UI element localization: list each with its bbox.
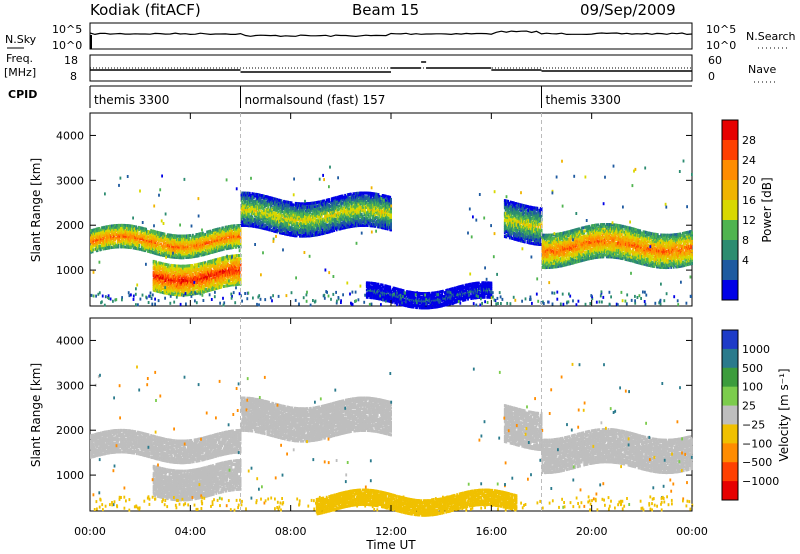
- nave-label: Nave: [748, 63, 776, 76]
- nsky-tick-top: 10^5: [52, 23, 82, 36]
- heatmap-cell: [164, 233, 166, 236]
- heatmap-cell: [173, 268, 175, 271]
- heatmap-cell: [277, 229, 279, 232]
- heatmap-cell: [266, 226, 268, 229]
- heatmap-cell: [292, 203, 294, 206]
- cpid-segment-label: normalsound (fast) 157: [245, 93, 386, 107]
- cpid-row: themis 3300 normalsound (fast) 157 themis …: [90, 86, 621, 108]
- heatmap-cell: [271, 225, 273, 228]
- heatmap-cell: [118, 244, 120, 247]
- nave-tick-bottom: 0: [708, 70, 715, 83]
- nsearch-tick-bottom: 10^0: [706, 39, 736, 52]
- heatmap-cell: [139, 248, 141, 251]
- heatmap-cell: [103, 226, 105, 229]
- heatmap-cell: [223, 285, 225, 288]
- date-title: 09/Sep/2009: [580, 1, 676, 19]
- heatmap-cell: [233, 255, 235, 258]
- nsky-line: [90, 31, 692, 36]
- heatmap-cell: [152, 251, 154, 254]
- heatmap-cell: [139, 244, 141, 247]
- heatmap-cell: [259, 194, 261, 197]
- nsky-panel: [90, 23, 692, 49]
- heatmap-cell: [99, 245, 101, 248]
- heatmap-cell: [180, 265, 182, 268]
- heatmap-cell: [190, 234, 192, 237]
- heatmap-cell: [160, 248, 162, 251]
- nave-tick-top: 60: [708, 54, 722, 67]
- heatmap-cell: [284, 215, 286, 218]
- heatmap-cell: [282, 232, 284, 235]
- heatmap-cell: [106, 225, 108, 228]
- heatmap-cell: [210, 230, 212, 233]
- heatmap-cell: [176, 235, 178, 238]
- heatmap-cell: [205, 233, 207, 236]
- heatmap-cell: [241, 201, 243, 204]
- heatmap-cell: [102, 226, 104, 229]
- freq-trace: [90, 62, 692, 72]
- heatmap-cell: [173, 293, 175, 296]
- heatmap-cell: [251, 192, 253, 195]
- heatmap-cell: [150, 229, 152, 232]
- freq-tick-top: 18: [64, 54, 78, 67]
- heatmap-cell: [238, 254, 240, 257]
- heatmap-cell: [189, 247, 191, 250]
- heatmap-cell: [93, 248, 95, 251]
- freq-tick-bottom: 8: [70, 70, 77, 83]
- heatmap-cell: [111, 246, 113, 249]
- heatmap-cell: [223, 256, 225, 259]
- freq-unit-label: [MHz]: [4, 66, 36, 79]
- freq-label: Freq.: [6, 52, 33, 65]
- heatmap-cell: [184, 265, 186, 268]
- heatmap-cell: [92, 229, 94, 232]
- cpid-label: CPID: [8, 88, 37, 101]
- nsearch-tick-top: 10^5: [706, 23, 736, 36]
- nsky-tick-bottom: 10^0: [52, 39, 82, 52]
- nsky-label: N.Sky: [5, 33, 37, 46]
- radar-figure: Kodiak (fitACF) Beam 15 09/Sep/2009 N.Sk…: [0, 0, 800, 554]
- nsky-trace: [90, 31, 692, 49]
- station-title: Kodiak (fitACF): [90, 1, 201, 19]
- nsearch-label: N.Search: [746, 30, 796, 43]
- heatmap-cell: [254, 218, 256, 221]
- heatmap-cell: [263, 209, 265, 212]
- heatmap-cell: [235, 226, 237, 229]
- heatmap-cell: [220, 262, 222, 265]
- cpid-segment-label: themis 3300: [94, 93, 169, 107]
- cpid-segment-label: themis 3300: [546, 93, 621, 107]
- heatmap-cell: [249, 192, 251, 195]
- beam-title: Beam 15: [352, 1, 419, 19]
